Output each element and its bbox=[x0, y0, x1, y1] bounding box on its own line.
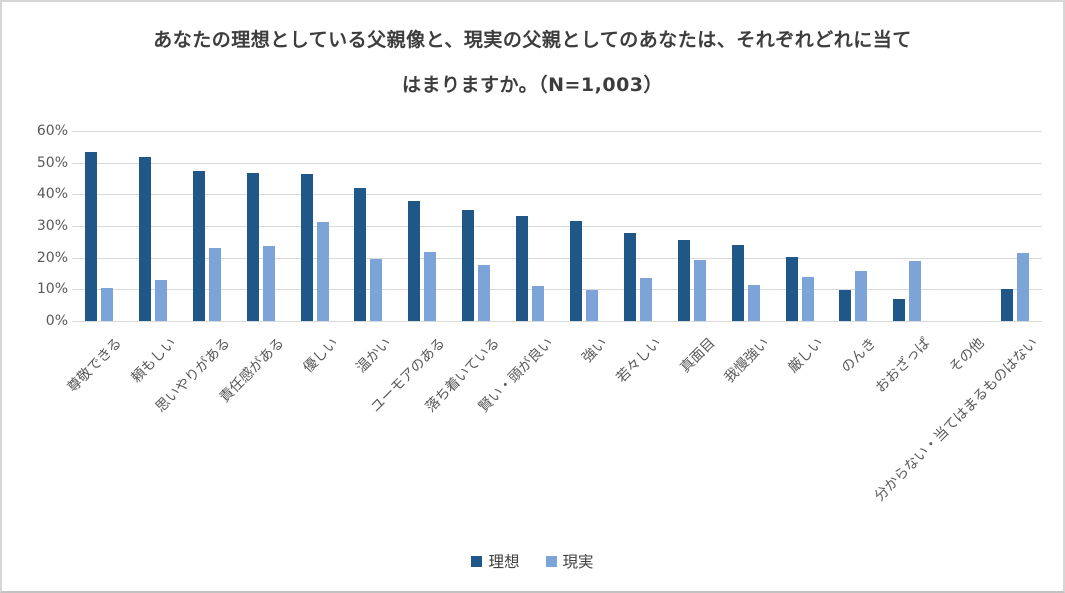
gridline bbox=[72, 131, 1042, 132]
chart-title-line2: はまりますか。（N=1,003） bbox=[401, 74, 664, 96]
legend-label: 現実 bbox=[562, 553, 594, 571]
bar-ideal-6 bbox=[354, 187, 367, 321]
y-tick-label: 0% bbox=[45, 313, 68, 329]
bar-actual-4 bbox=[262, 246, 275, 321]
bar-ideal-1 bbox=[84, 152, 97, 321]
bar-ideal-15 bbox=[839, 289, 852, 321]
bar-actual-9 bbox=[532, 286, 545, 321]
y-tick-label: 30% bbox=[36, 218, 68, 234]
gridline bbox=[72, 257, 1042, 259]
y-tick-label: 10% bbox=[36, 281, 68, 298]
bar-actual-1 bbox=[100, 287, 113, 321]
bar-actual-7 bbox=[424, 252, 437, 321]
bar-ideal-8 bbox=[462, 210, 475, 321]
bar-actual-16 bbox=[909, 261, 922, 321]
bar-actual-2 bbox=[154, 280, 167, 321]
bar-ideal-9 bbox=[516, 215, 529, 321]
gridline bbox=[72, 289, 1042, 291]
x-category-label: 責任感がある bbox=[216, 335, 288, 406]
x-category-label: おおざっぱ bbox=[872, 335, 934, 396]
x-category-label: 頼もしい bbox=[128, 335, 180, 387]
y-tick-label: 50% bbox=[36, 154, 68, 171]
bar-actual-13 bbox=[747, 285, 760, 321]
bar-actual-5 bbox=[316, 221, 329, 321]
bar-actual-8 bbox=[478, 264, 491, 321]
gridline bbox=[72, 194, 1042, 196]
bar-actual-18 bbox=[1017, 253, 1030, 321]
legend-item-actual: 現実 bbox=[545, 550, 594, 572]
bar-actual-10 bbox=[585, 289, 598, 321]
bar-actual-11 bbox=[639, 277, 652, 321]
x-category-label: 真面目 bbox=[677, 335, 719, 377]
x-category-label: 厳しい bbox=[784, 335, 826, 377]
chart-title-line1: あなたの理想としている父親像と、現実の父親としてのあなたは、それぞれどれに当て bbox=[153, 29, 912, 51]
bar-ideal-18 bbox=[1001, 289, 1014, 321]
x-axis-labels: 尊敬できる 頼もしい 思いやりがある 責任感がある 優しい 温かい ユーモアのある 落ち着いて… bbox=[65, 333, 1042, 543]
x-category-label: 思いやりがある bbox=[152, 335, 234, 416]
legend-swatch-icon bbox=[545, 555, 557, 567]
legend: 理想 現実 bbox=[2, 550, 1063, 572]
x-category-label: 強い bbox=[579, 335, 611, 367]
bar-ideal-2 bbox=[138, 156, 151, 321]
gridline bbox=[72, 162, 1042, 164]
bar-ideal-7 bbox=[408, 200, 421, 321]
chart-title: あなたの理想としている父親像と、現実の父親としてのあなたは、それぞれどれに当て … bbox=[2, 18, 1063, 108]
gridline bbox=[72, 321, 1042, 322]
bar-ideal-10 bbox=[569, 220, 582, 321]
bar-actual-14 bbox=[801, 277, 814, 321]
x-category-label: 賢い・頭が良い bbox=[475, 335, 557, 416]
x-category-label: 我慢強い bbox=[721, 335, 773, 387]
x-category-label: 若々しい bbox=[613, 335, 665, 387]
legend-item-ideal: 理想 bbox=[471, 550, 520, 572]
x-category-label: その他 bbox=[946, 335, 988, 377]
x-category-label: 落ち着いている bbox=[422, 335, 503, 416]
bar-actual-15 bbox=[855, 270, 868, 321]
legend-swatch-icon bbox=[471, 555, 483, 567]
x-category-label: ユーモアのある bbox=[368, 335, 449, 416]
bar-ideal-13 bbox=[731, 245, 744, 321]
plot-area bbox=[72, 131, 1042, 322]
bar-actual-12 bbox=[693, 259, 706, 321]
y-tick-label: 20% bbox=[36, 249, 68, 266]
x-category-label: のんき bbox=[838, 335, 880, 377]
gridline bbox=[72, 226, 1042, 227]
bar-ideal-14 bbox=[785, 257, 798, 321]
bar-actual-3 bbox=[208, 248, 221, 321]
bar-ideal-4 bbox=[246, 172, 259, 321]
bar-ideal-3 bbox=[192, 170, 205, 321]
x-category-label: 尊敬できる bbox=[64, 335, 126, 396]
x-category-label: 温かい bbox=[353, 335, 395, 377]
legend-label: 理想 bbox=[488, 553, 520, 571]
bar-ideal-11 bbox=[623, 232, 636, 321]
x-category-label: 分からない・当てはまるものはない bbox=[871, 335, 1042, 505]
bar-ideal-16 bbox=[893, 298, 906, 321]
bar-ideal-12 bbox=[677, 239, 690, 321]
y-tick-label: 40% bbox=[36, 186, 68, 203]
bar-ideal-5 bbox=[300, 174, 313, 321]
bar-actual-6 bbox=[370, 259, 383, 321]
y-tick-label: 60% bbox=[36, 123, 68, 139]
x-category-label: 優しい bbox=[299, 335, 341, 377]
